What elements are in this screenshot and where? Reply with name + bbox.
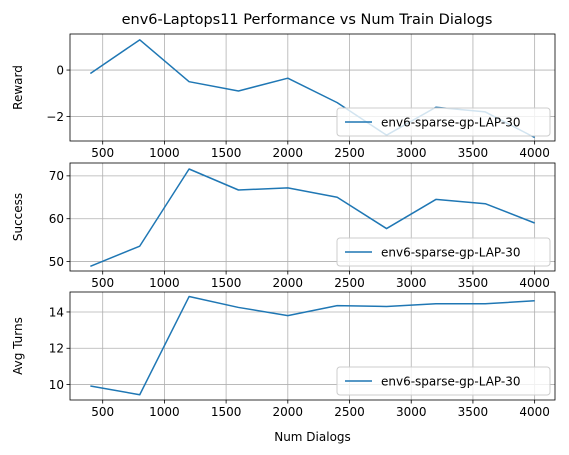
- legend-box: [336, 366, 551, 396]
- x-tick-label: 4000: [519, 405, 550, 419]
- x-tick-label: 3000: [396, 405, 427, 419]
- y-tick-label: 50: [49, 255, 64, 269]
- x-tick-label: 1500: [211, 405, 242, 419]
- x-tick-label: 1500: [211, 146, 242, 160]
- x-tick-label: 500: [91, 405, 114, 419]
- y-tick-label: 14: [49, 305, 64, 319]
- x-tick-label: 3500: [458, 405, 489, 419]
- x-tick-label: 500: [91, 146, 114, 160]
- x-tick-label: 2500: [334, 405, 365, 419]
- y-axis-label-avg-turns: Avg Turns: [11, 317, 25, 375]
- x-tick-label: 2500: [334, 146, 365, 160]
- x-tick-label: 4000: [519, 276, 550, 290]
- x-tick-label: 3000: [396, 276, 427, 290]
- chart-title: env6-Laptops11 Performance vs Num Train …: [122, 12, 493, 28]
- series-line-success: [90, 168, 535, 267]
- x-tick-label: 2000: [273, 405, 304, 419]
- x-tick-label: 1000: [149, 146, 180, 160]
- subplots: 500 1000 1500 2000 2500 3000 3500 4000 −2 0 Reward…: [11, 33, 556, 444]
- y-axis-label-reward: Reward: [11, 65, 25, 110]
- y-tick-label: 12: [49, 342, 64, 356]
- x-tick-label: 3000: [396, 146, 427, 160]
- axes-frame-reward: [69, 33, 556, 142]
- x-tick-label: 3500: [458, 146, 489, 160]
- x-tick-label: 1000: [149, 405, 180, 419]
- legend-reward: env6-sparse-gp-LAP-30: [336, 107, 551, 137]
- axes-frame-avg-turns: [69, 291, 556, 401]
- legend-label: env6-sparse-gp-LAP-30: [381, 115, 520, 129]
- x-tick-label: 4000: [519, 146, 550, 160]
- subplot-avg-turns: 500 1000 1500 2000 2500 3000 3500 4000 10 12 14 Avg…: [11, 291, 556, 444]
- x-tick-label: 500: [91, 276, 114, 290]
- legend-box: [336, 237, 551, 267]
- x-axis-label: Num Dialogs: [274, 430, 351, 444]
- axes-frame-success: [69, 162, 556, 272]
- x-tick-label: 2500: [334, 276, 365, 290]
- legend-box: [336, 107, 551, 137]
- legend-label: env6-sparse-gp-LAP-30: [381, 245, 520, 259]
- y-tick-label: 60: [49, 212, 64, 226]
- y-axis-label-success: Success: [11, 193, 25, 241]
- y-tick-label: 0: [56, 63, 64, 77]
- series-line-avg-turns: [90, 295, 535, 396]
- legend-label: env6-sparse-gp-LAP-30: [381, 374, 520, 388]
- x-tick-label: 2000: [273, 146, 304, 160]
- subplot-reward: 500 1000 1500 2000 2500 3000 3500 4000 −2 0 Reward…: [11, 33, 556, 160]
- y-tick-label: 10: [49, 378, 64, 392]
- y-tick-label: 70: [49, 169, 64, 183]
- legend-avg-turns: env6-sparse-gp-LAP-30: [336, 366, 551, 396]
- x-tick-label: 1500: [211, 276, 242, 290]
- x-tick-label: 1000: [149, 276, 180, 290]
- y-tick-label: −2: [46, 110, 64, 124]
- x-tick-label: 2000: [273, 276, 304, 290]
- x-tick-label: 3500: [458, 276, 489, 290]
- legend-success: env6-sparse-gp-LAP-30: [336, 237, 551, 267]
- subplot-success: 500 1000 1500 2000 2500 3000 3500 4000 50 60 70 Suc…: [11, 162, 556, 290]
